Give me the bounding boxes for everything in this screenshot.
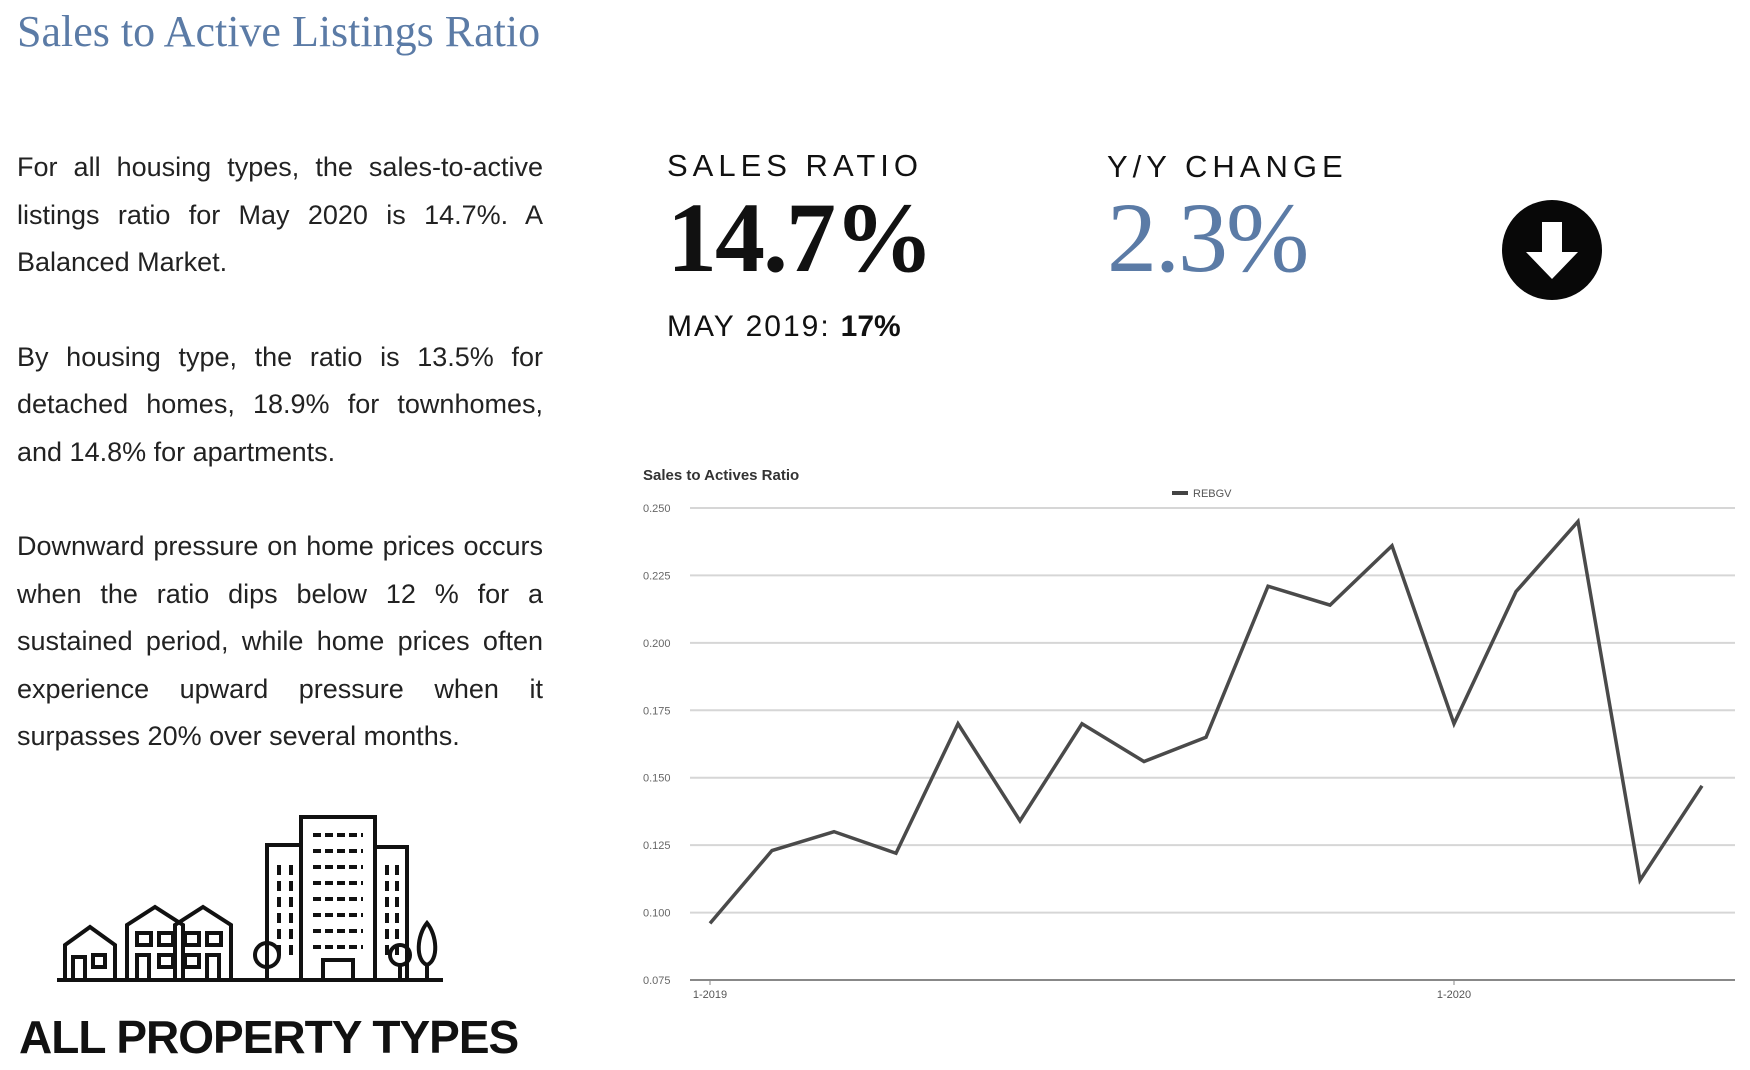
y-tick-label: 0.125 [643, 840, 671, 852]
y-tick-label: 0.175 [643, 705, 671, 717]
y-tick-label: 0.225 [643, 570, 671, 582]
paragraph-summary: For all housing types, the sales-to-acti… [17, 152, 543, 277]
legend-label: REBGV [1193, 488, 1232, 500]
paragraph-housing-type: By housing type, the ratio is 13.5% for … [17, 341, 543, 467]
previous-year-ratio: MAY 2019: 17% [667, 310, 901, 344]
sales-ratio-label: SALES RATIO [667, 148, 923, 183]
description: For all housing types, the sales-to-acti… [17, 144, 543, 808]
arrow-down-circle-icon [1502, 200, 1602, 300]
yy-change-label: Y/Y CHANGE [1107, 149, 1348, 184]
sales-ratio-value: 14.7% [667, 182, 934, 293]
y-tick-label: 0.250 [643, 503, 671, 515]
prev-value: 17% [840, 310, 901, 343]
prev-label: MAY 2019: [667, 310, 831, 343]
series-line-rebgv [708, 517, 1704, 925]
property-types-label: ALL PROPERTY TYPES [19, 1011, 519, 1063]
yy-change-value: 2.3% [1107, 182, 1309, 293]
y-tick-label: 0.150 [643, 773, 671, 785]
paragraph-pressure: Downward pressure on home prices occurs … [17, 531, 543, 751]
page-title: Sales to Active Listings Ratio [17, 7, 541, 56]
buildings-icon [57, 815, 443, 982]
x-tick-label: 1-2020 [1437, 989, 1471, 1001]
y-tick-label: 0.075 [643, 975, 671, 987]
y-tick-label: 0.200 [643, 638, 671, 650]
y-tick-label: 0.100 [643, 908, 671, 920]
x-tick-label: 1-2019 [693, 989, 727, 1001]
chart-title: Sales to Actives Ratio [643, 467, 799, 484]
